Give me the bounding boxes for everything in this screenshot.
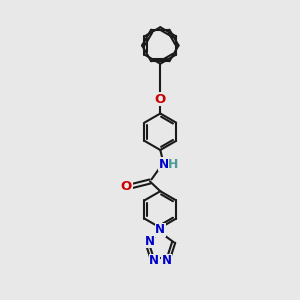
Text: N: N bbox=[155, 223, 165, 236]
Text: N: N bbox=[162, 254, 172, 267]
Text: H: H bbox=[168, 158, 178, 171]
Text: O: O bbox=[121, 180, 132, 193]
Text: N: N bbox=[145, 235, 155, 248]
Text: O: O bbox=[155, 93, 166, 106]
Text: N: N bbox=[149, 254, 159, 267]
Text: N: N bbox=[159, 158, 169, 171]
